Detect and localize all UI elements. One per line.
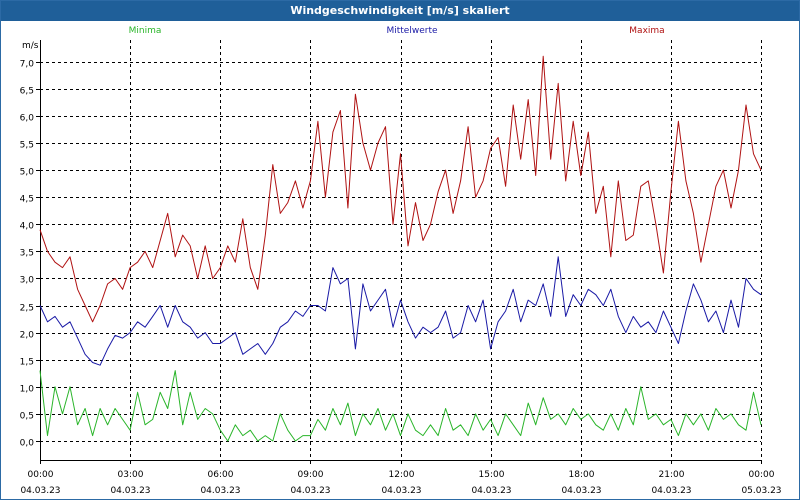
y-tick-label: 2,5 xyxy=(20,304,34,314)
legend: Minima Mittelwerte Maxima xyxy=(129,26,665,36)
y-tick-label: 0,0 xyxy=(20,439,35,449)
x-tick-time-label: 21:00 xyxy=(659,470,685,480)
y-tick-label: 3,0 xyxy=(20,276,35,286)
legend-label-maxima: Maxima xyxy=(629,26,664,36)
y-tick-label: 1,5 xyxy=(20,358,34,368)
x-tick-time-label: 06:00 xyxy=(208,470,234,480)
y-axis-unit-label: m/s xyxy=(22,41,39,51)
series-line-maxima xyxy=(39,55,762,323)
series xyxy=(39,55,762,442)
y-tick-label: 6,0 xyxy=(20,114,35,124)
y-tick-label: 5,0 xyxy=(20,168,35,178)
y-tick-label: 4,0 xyxy=(20,222,35,232)
x-tick-date-label: 04.03.23 xyxy=(290,486,330,496)
y-tick-label: 4,5 xyxy=(20,195,34,205)
x-tick-date-label: 05.03.23 xyxy=(741,486,781,496)
y-tick-label: 3,5 xyxy=(20,249,34,259)
y-tick-label: 0,5 xyxy=(20,412,34,422)
x-tick-date-label: 04.03.23 xyxy=(651,486,691,496)
x-tick-time-label: 18:00 xyxy=(569,470,595,480)
x-tick-date-label: 04.03.23 xyxy=(381,486,421,496)
y-tick-label: 6,5 xyxy=(20,87,34,97)
series-line-mittelwerte xyxy=(39,256,762,366)
y-tick-label: 7,0 xyxy=(20,60,35,70)
x-tick-time-label: 09:00 xyxy=(298,470,324,480)
x-tick-time-label: 00:00 xyxy=(28,470,54,480)
grid xyxy=(40,40,762,460)
x-tick-date-label: 04.03.23 xyxy=(200,486,240,496)
x-tick-date-label: 04.03.23 xyxy=(561,486,601,496)
legend-label-mittelwerte: Mittelwerte xyxy=(386,26,437,36)
x-tick-time-label: 12:00 xyxy=(389,470,415,480)
series-line-minima xyxy=(39,370,762,442)
axes: 0,0 0,5 1,0 1,5 2,0 2,5 3,0 3,5 4,0 4,5 5,0 5,5 6,0 6… xyxy=(20,40,782,496)
x-tick-date-label: 04.03.23 xyxy=(20,486,60,496)
y-tick-label: 5,5 xyxy=(20,141,34,151)
y-tick-label: 2,0 xyxy=(20,331,35,341)
window-title: Windgeschwindigkeit [m/s] skaliert xyxy=(1,1,799,21)
legend-label-minima: Minima xyxy=(129,26,162,36)
x-tick-date-label: 04.03.23 xyxy=(110,486,150,496)
x-tick-date-label: 04.03.23 xyxy=(471,486,511,496)
x-tick-time-label: 15:00 xyxy=(479,470,505,480)
x-tick-time-label: 03:00 xyxy=(118,470,144,480)
y-tick-label: 1,0 xyxy=(20,385,35,395)
x-tick-time-label: 00:00 xyxy=(749,470,775,480)
